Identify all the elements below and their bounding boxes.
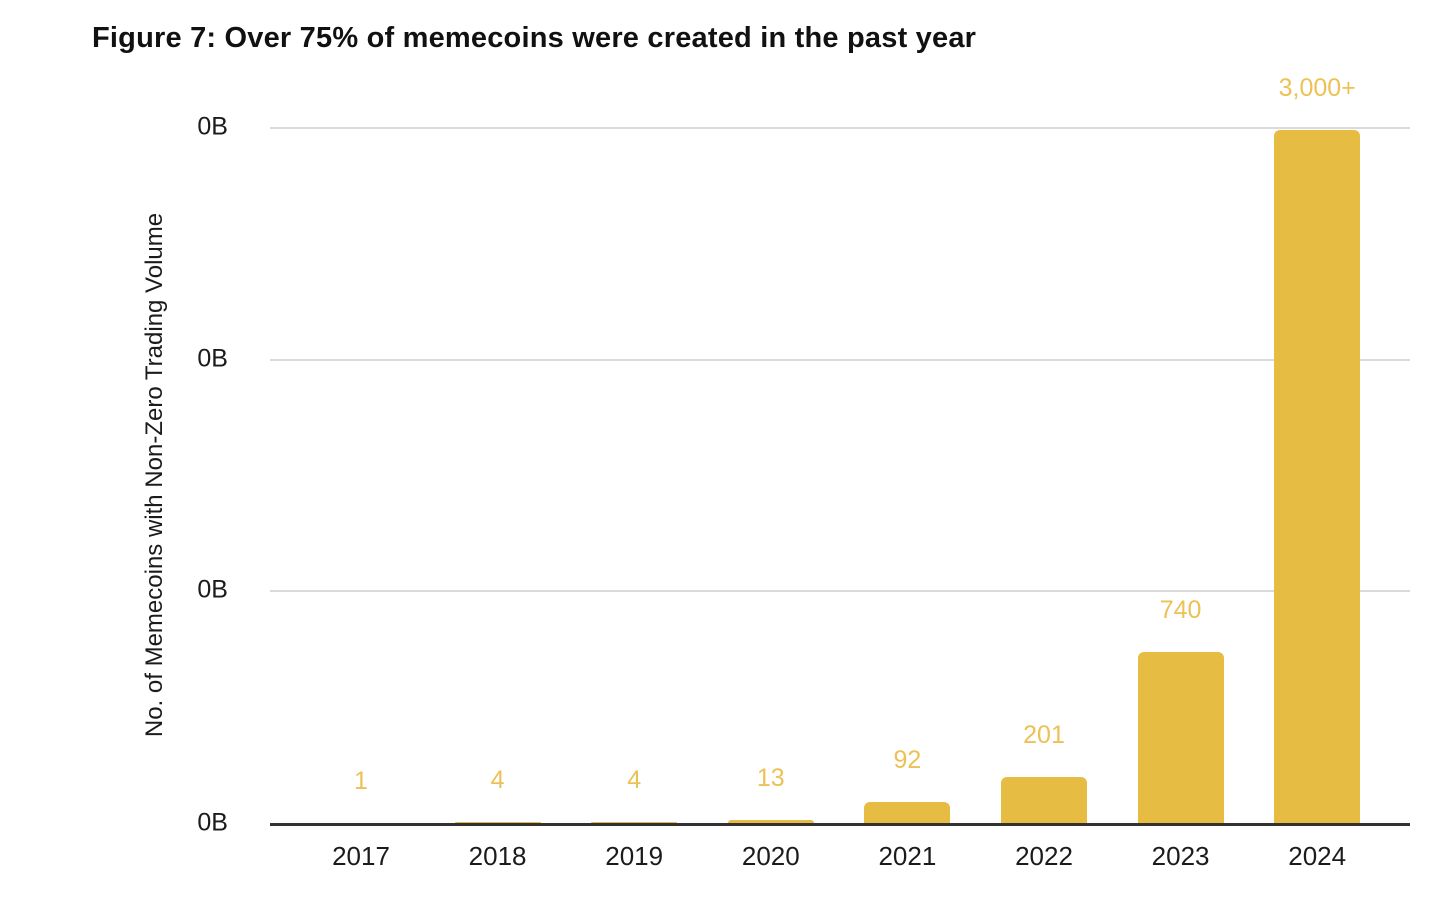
plot-area: 0B 0B 0B 0B 1 2017 4 2018 4 2019 13 2020 92 2021 201 20… xyxy=(197,74,1410,871)
bar-2022 xyxy=(1001,776,1087,823)
bar-value-label-2024: 3,000+ xyxy=(1278,74,1356,102)
bar-2023 xyxy=(1137,652,1224,823)
x-tick-label-2017: 2017 xyxy=(332,841,390,871)
y-tick-label: 0B xyxy=(197,112,228,141)
bar-2018 xyxy=(454,822,541,823)
x-tick-label-2019: 2019 xyxy=(605,841,664,871)
bar-value-label-2019: 4 xyxy=(627,766,642,795)
x-tick-label-2018: 2018 xyxy=(468,841,527,871)
x-tick-label-2023: 2023 xyxy=(1151,841,1210,871)
bar-value-label-2017: 1 xyxy=(354,766,368,795)
gridline xyxy=(270,127,1410,129)
bar-2021 xyxy=(864,801,951,823)
bar-value-label-2023: 740 xyxy=(1159,596,1202,625)
bar-2024 xyxy=(1274,130,1361,823)
bar-2020 xyxy=(727,820,814,823)
x-tick-label-2020: 2020 xyxy=(741,841,800,871)
bar-value-label-2018: 4 xyxy=(490,766,505,795)
y-tick-label: 0B xyxy=(197,344,228,373)
y-tick-label: 0B xyxy=(197,575,228,604)
bar-value-label-2021: 92 xyxy=(893,745,922,774)
x-tick-label-2021: 2021 xyxy=(878,841,937,871)
y-tick-label: 0B xyxy=(197,808,228,837)
x-tick-label-2024: 2024 xyxy=(1288,841,1347,871)
bar-value-label-2022: 201 xyxy=(1023,720,1065,749)
gridline xyxy=(270,359,1410,361)
figure-title: Figure 7: Over 75% of memecoins were cre… xyxy=(92,22,977,54)
bar-value-label-2020: 13 xyxy=(756,764,785,792)
x-axis-baseline xyxy=(270,823,1410,826)
gridline xyxy=(270,590,1410,592)
x-tick-label-2022: 2022 xyxy=(1015,841,1073,871)
y-axis-title-text: No. of Memecoins with Non-Zero Trading V… xyxy=(141,212,168,738)
bar-2019 xyxy=(591,822,678,823)
